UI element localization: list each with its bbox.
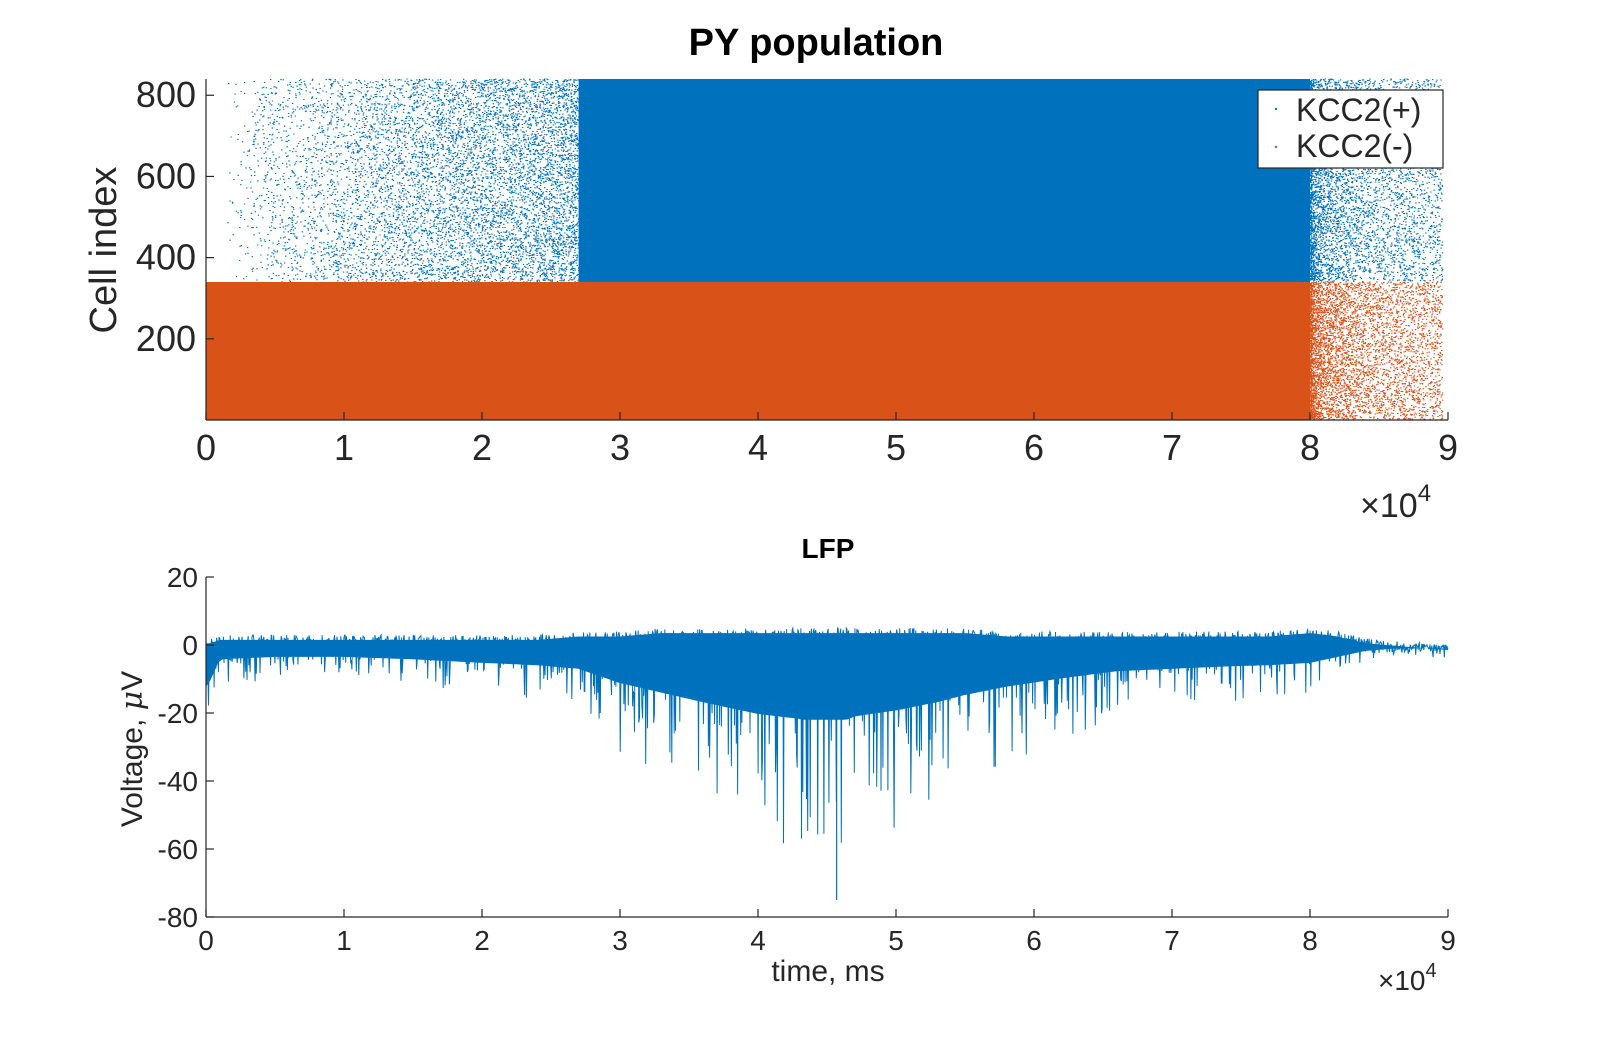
raster-dense-band: [206, 281, 1310, 420]
raster-y-tick-label: 600: [136, 155, 196, 196]
lfp-y-ticks: -80 -60 -40 -20 0 20: [158, 562, 214, 933]
legend-marker-kcc2-neg: [1274, 145, 1278, 149]
lfp-x-tick-label: 7: [1164, 925, 1180, 956]
legend-marker-kcc2-pos: [1274, 107, 1278, 111]
lfp-x-tick-label: 6: [1026, 925, 1042, 956]
raster-x-ticks: 0 1 2 3 4 5 6 7 8 9: [196, 412, 1458, 468]
lfp-x-exponent-power: 4: [1426, 960, 1437, 982]
lfp-y-tick-label: -20: [158, 698, 198, 729]
lfp-x-tick-label: 3: [612, 925, 628, 956]
raster-panel: PY population 0 1 2 3 4 5 6 7 8 9 200 400 600 800 Ce…: [83, 22, 1458, 525]
raster-series-kcc2-pos: [227, 78, 1444, 283]
raster-spike-points: [1310, 281, 1444, 421]
lfp-y-tick-label: -80: [158, 902, 198, 933]
lfp-y-label-symbol: μ: [115, 691, 150, 711]
legend-box: [1257, 89, 1444, 169]
raster-y-ticks: 200 400 600 800: [136, 74, 214, 359]
lfp-x-tick-label: 5: [888, 925, 904, 956]
lfp-x-tick-label: 9: [1440, 925, 1456, 956]
legend-label-kcc2-pos: KCC2(+): [1296, 92, 1421, 128]
lfp-y-tick-label: 0: [182, 630, 198, 661]
raster-x-tick-label: 2: [472, 427, 492, 468]
lfp-x-label: time, ms: [771, 955, 884, 988]
lfp-x-tick-label: 8: [1302, 925, 1318, 956]
raster-x-exponent-base: ×10: [1360, 487, 1418, 525]
raster-x-tick-label: 3: [610, 427, 630, 468]
lfp-y-label-unit: V: [116, 671, 149, 691]
raster-x-tick-label: 5: [886, 427, 906, 468]
raster-x-tick-label: 0: [196, 427, 216, 468]
raster-legend: KCC2(+) KCC2(-): [1257, 89, 1444, 169]
raster-x-tick-label: 1: [334, 427, 354, 468]
raster-x-tick-label: 9: [1438, 427, 1458, 468]
lfp-y-label: Voltage, μV: [115, 671, 150, 827]
raster-x-exponent: ×104: [1360, 480, 1431, 525]
raster-series-kcc2-neg: [206, 281, 1444, 421]
raster-title: PY population: [689, 22, 944, 64]
lfp-trace-line: [205, 626, 1449, 844]
raster-y-tick-label: 400: [136, 237, 196, 278]
lfp-x-tick-label: 2: [474, 925, 490, 956]
raster-dense-band: [578, 79, 1310, 282]
raster-x-tick-label: 8: [1300, 427, 1320, 468]
lfp-x-tick-label: 4: [750, 925, 766, 956]
lfp-y-tick-label: 20: [167, 562, 198, 593]
lfp-x-tick-label: 1: [336, 925, 352, 956]
lfp-y-tick-label: -60: [158, 834, 198, 865]
raster-y-tick-label: 800: [136, 74, 196, 115]
lfp-y-label-text: Voltage,: [116, 710, 149, 827]
raster-x-tick-label: 6: [1024, 427, 1044, 468]
raster-x-tick-label: 7: [1162, 427, 1182, 468]
lfp-x-exponent: ×104: [1378, 960, 1437, 996]
lfp-title: LFP: [802, 533, 855, 564]
lfp-y-tick-label: -40: [158, 766, 198, 797]
lfp-plot-area: [205, 626, 1449, 900]
legend-label-kcc2-neg: KCC2(-): [1296, 128, 1413, 164]
raster-plot-area: [206, 78, 1444, 421]
raster-y-label: Cell index: [83, 167, 125, 334]
raster-y-tick-label: 200: [136, 318, 196, 359]
lfp-x-tick-label: 0: [198, 925, 214, 956]
raster-x-exponent-power: 4: [1418, 480, 1431, 507]
lfp-x-ticks: 0 1 2 3 4 5 6 7 8 9: [198, 909, 1456, 956]
raster-x-tick-label: 4: [748, 427, 768, 468]
lfp-panel: LFP 0 1 2 3 4 5 6 7 8 9 -80 -60 -40 -20 0 20 Voltage, …: [115, 533, 1456, 996]
lfp-x-exponent-base: ×10: [1378, 965, 1426, 996]
